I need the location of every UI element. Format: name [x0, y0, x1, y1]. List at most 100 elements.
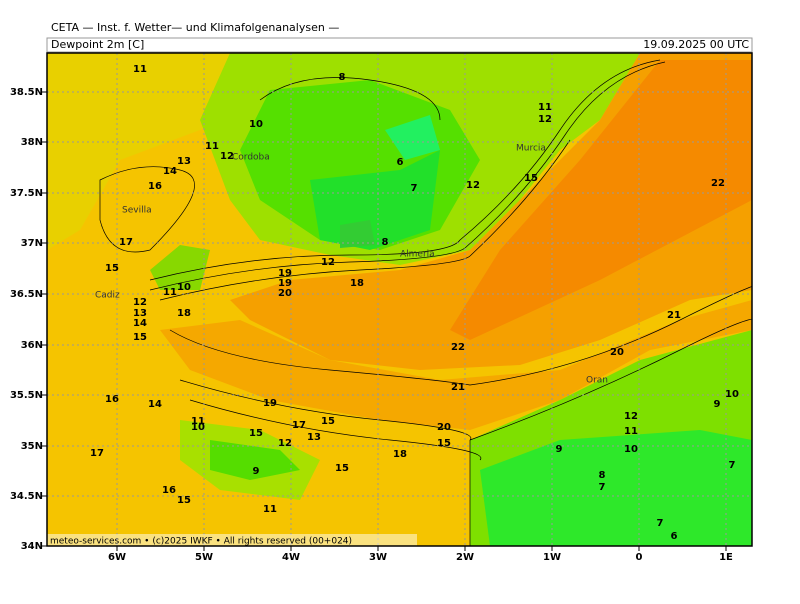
lat-label: 37N — [21, 238, 43, 249]
contour-label: 6 — [397, 157, 404, 168]
contour-label: 11 — [191, 416, 205, 427]
contours — [99, 59, 752, 546]
contour-label: 10 — [191, 422, 205, 433]
contour-label: 12 — [220, 151, 234, 162]
field — [385, 115, 440, 160]
contour-label: 15 — [437, 438, 451, 449]
contour-label: 12 — [133, 297, 147, 308]
graticule — [47, 53, 752, 546]
contour-label: 9 — [714, 399, 721, 410]
contour-label: 8 — [599, 470, 606, 481]
contour-label: 12 — [278, 438, 292, 449]
contour-label: 11 — [538, 102, 552, 113]
lat-label: 34.5N — [10, 491, 43, 502]
contour-label: 13 — [133, 308, 147, 319]
field — [160, 300, 752, 430]
contour-label: 19 — [278, 268, 292, 279]
contour-label: 18 — [350, 278, 364, 289]
contour-label: 10 — [725, 389, 739, 400]
contour-label: 12 — [538, 114, 552, 125]
contour-label: 15 — [524, 173, 538, 184]
map-frame — [46, 52, 753, 547]
field — [210, 440, 300, 480]
label-layer: Sevilla Cordoba Murcia Almeria Cadiz Oran 11 8 1… — [47, 64, 739, 547]
field — [150, 245, 210, 290]
field — [340, 220, 375, 248]
lat-label: 38.5N — [10, 87, 43, 98]
title-bar — [46, 37, 753, 53]
contour-label: 12 — [466, 180, 480, 191]
contour-label: 16 — [148, 181, 162, 192]
lat-label: 35.5N — [10, 390, 43, 401]
lon-label: 5W — [195, 552, 213, 563]
contour-label: 19 — [263, 398, 277, 409]
contour-label: 7 — [729, 460, 736, 471]
lon-label: 0 — [636, 552, 643, 563]
contour-label: 20 — [610, 347, 624, 358]
contour-label: 19 — [278, 278, 292, 289]
city-label: Almeria — [400, 250, 435, 260]
city-label: Murcia — [516, 144, 546, 154]
contour-label: 10 — [177, 282, 191, 293]
field — [450, 60, 752, 340]
contour-label: 14 — [133, 318, 147, 329]
contour-label: 9 — [556, 444, 563, 455]
lat-label: 37.5N — [10, 188, 43, 199]
contour-label: 10 — [624, 444, 638, 455]
contour-label: 9 — [253, 466, 260, 477]
axes: 38.5N 38N 37.5N 37N 36.5N 36N 35.5N 35N 34.5N 34N… — [10, 87, 733, 563]
contour-label: 15 — [335, 463, 349, 474]
field — [480, 430, 752, 546]
city-label: Cordoba — [232, 153, 270, 163]
footer-bg — [47, 534, 417, 546]
contour-label: 13 — [307, 432, 321, 443]
contour-label: 22 — [451, 342, 465, 353]
contour-label: 21 — [667, 310, 681, 321]
city-label: Cadiz — [95, 291, 120, 301]
contour-label: 11 — [263, 504, 277, 515]
lon-label: 1E — [719, 552, 733, 563]
contour-label: 8 — [339, 72, 346, 83]
contour-label: 8 — [382, 237, 389, 248]
contour-label: 11 — [624, 426, 638, 437]
lon-label: 2W — [456, 552, 474, 563]
lon-label: 3W — [369, 552, 387, 563]
contour-label: 12 — [321, 257, 335, 268]
contour-label: 15 — [321, 416, 335, 427]
footer: meteo-services.com • (c)2025 IWKF • All … — [50, 537, 352, 547]
lon-label: 4W — [282, 552, 300, 563]
contour-label: 15 — [249, 428, 263, 439]
map-date: 19.09.2025 00 UTC — [643, 38, 749, 51]
city-label: Sevilla — [122, 206, 152, 216]
contour-label: 11 — [133, 64, 147, 75]
contour-label: 14 — [148, 399, 162, 410]
city-label: Oran — [586, 376, 608, 386]
lat-label: 36.5N — [10, 289, 43, 300]
lat-label: 34N — [21, 541, 43, 552]
contour-label: 22 — [711, 178, 725, 189]
contour-label: 20 — [437, 422, 451, 433]
map-area: Sevilla Cordoba Murcia Almeria Cadiz Oran 11 8 1… — [47, 53, 752, 547]
lat-label: 35N — [21, 441, 43, 452]
contour-label: 21 — [451, 382, 465, 393]
contour-label: 16 — [162, 485, 176, 496]
contour-label: 7 — [411, 183, 418, 194]
contour-label: 14 — [163, 166, 177, 177]
contour-label: 15 — [105, 263, 119, 274]
contour-label: 11 — [163, 287, 177, 298]
contour-label: 17 — [90, 448, 104, 459]
contour-label: 15 — [133, 332, 147, 343]
contour-label: 15 — [177, 495, 191, 506]
lat-label: 38N — [21, 137, 43, 148]
contour-label: 6 — [671, 531, 678, 542]
lon-label: 1W — [543, 552, 561, 563]
contour-label: 18 — [393, 449, 407, 460]
contour-label: 18 — [177, 308, 191, 319]
contour-label: 13 — [177, 156, 191, 167]
header-source: CETA — Inst. f. Wetter— und Klimafolgena… — [51, 21, 339, 34]
lon-label: 6W — [108, 552, 126, 563]
lat-label: 36N — [21, 340, 43, 351]
map-title: Dewpoint 2m [C] — [51, 38, 144, 51]
contour-label: 20 — [278, 288, 292, 299]
